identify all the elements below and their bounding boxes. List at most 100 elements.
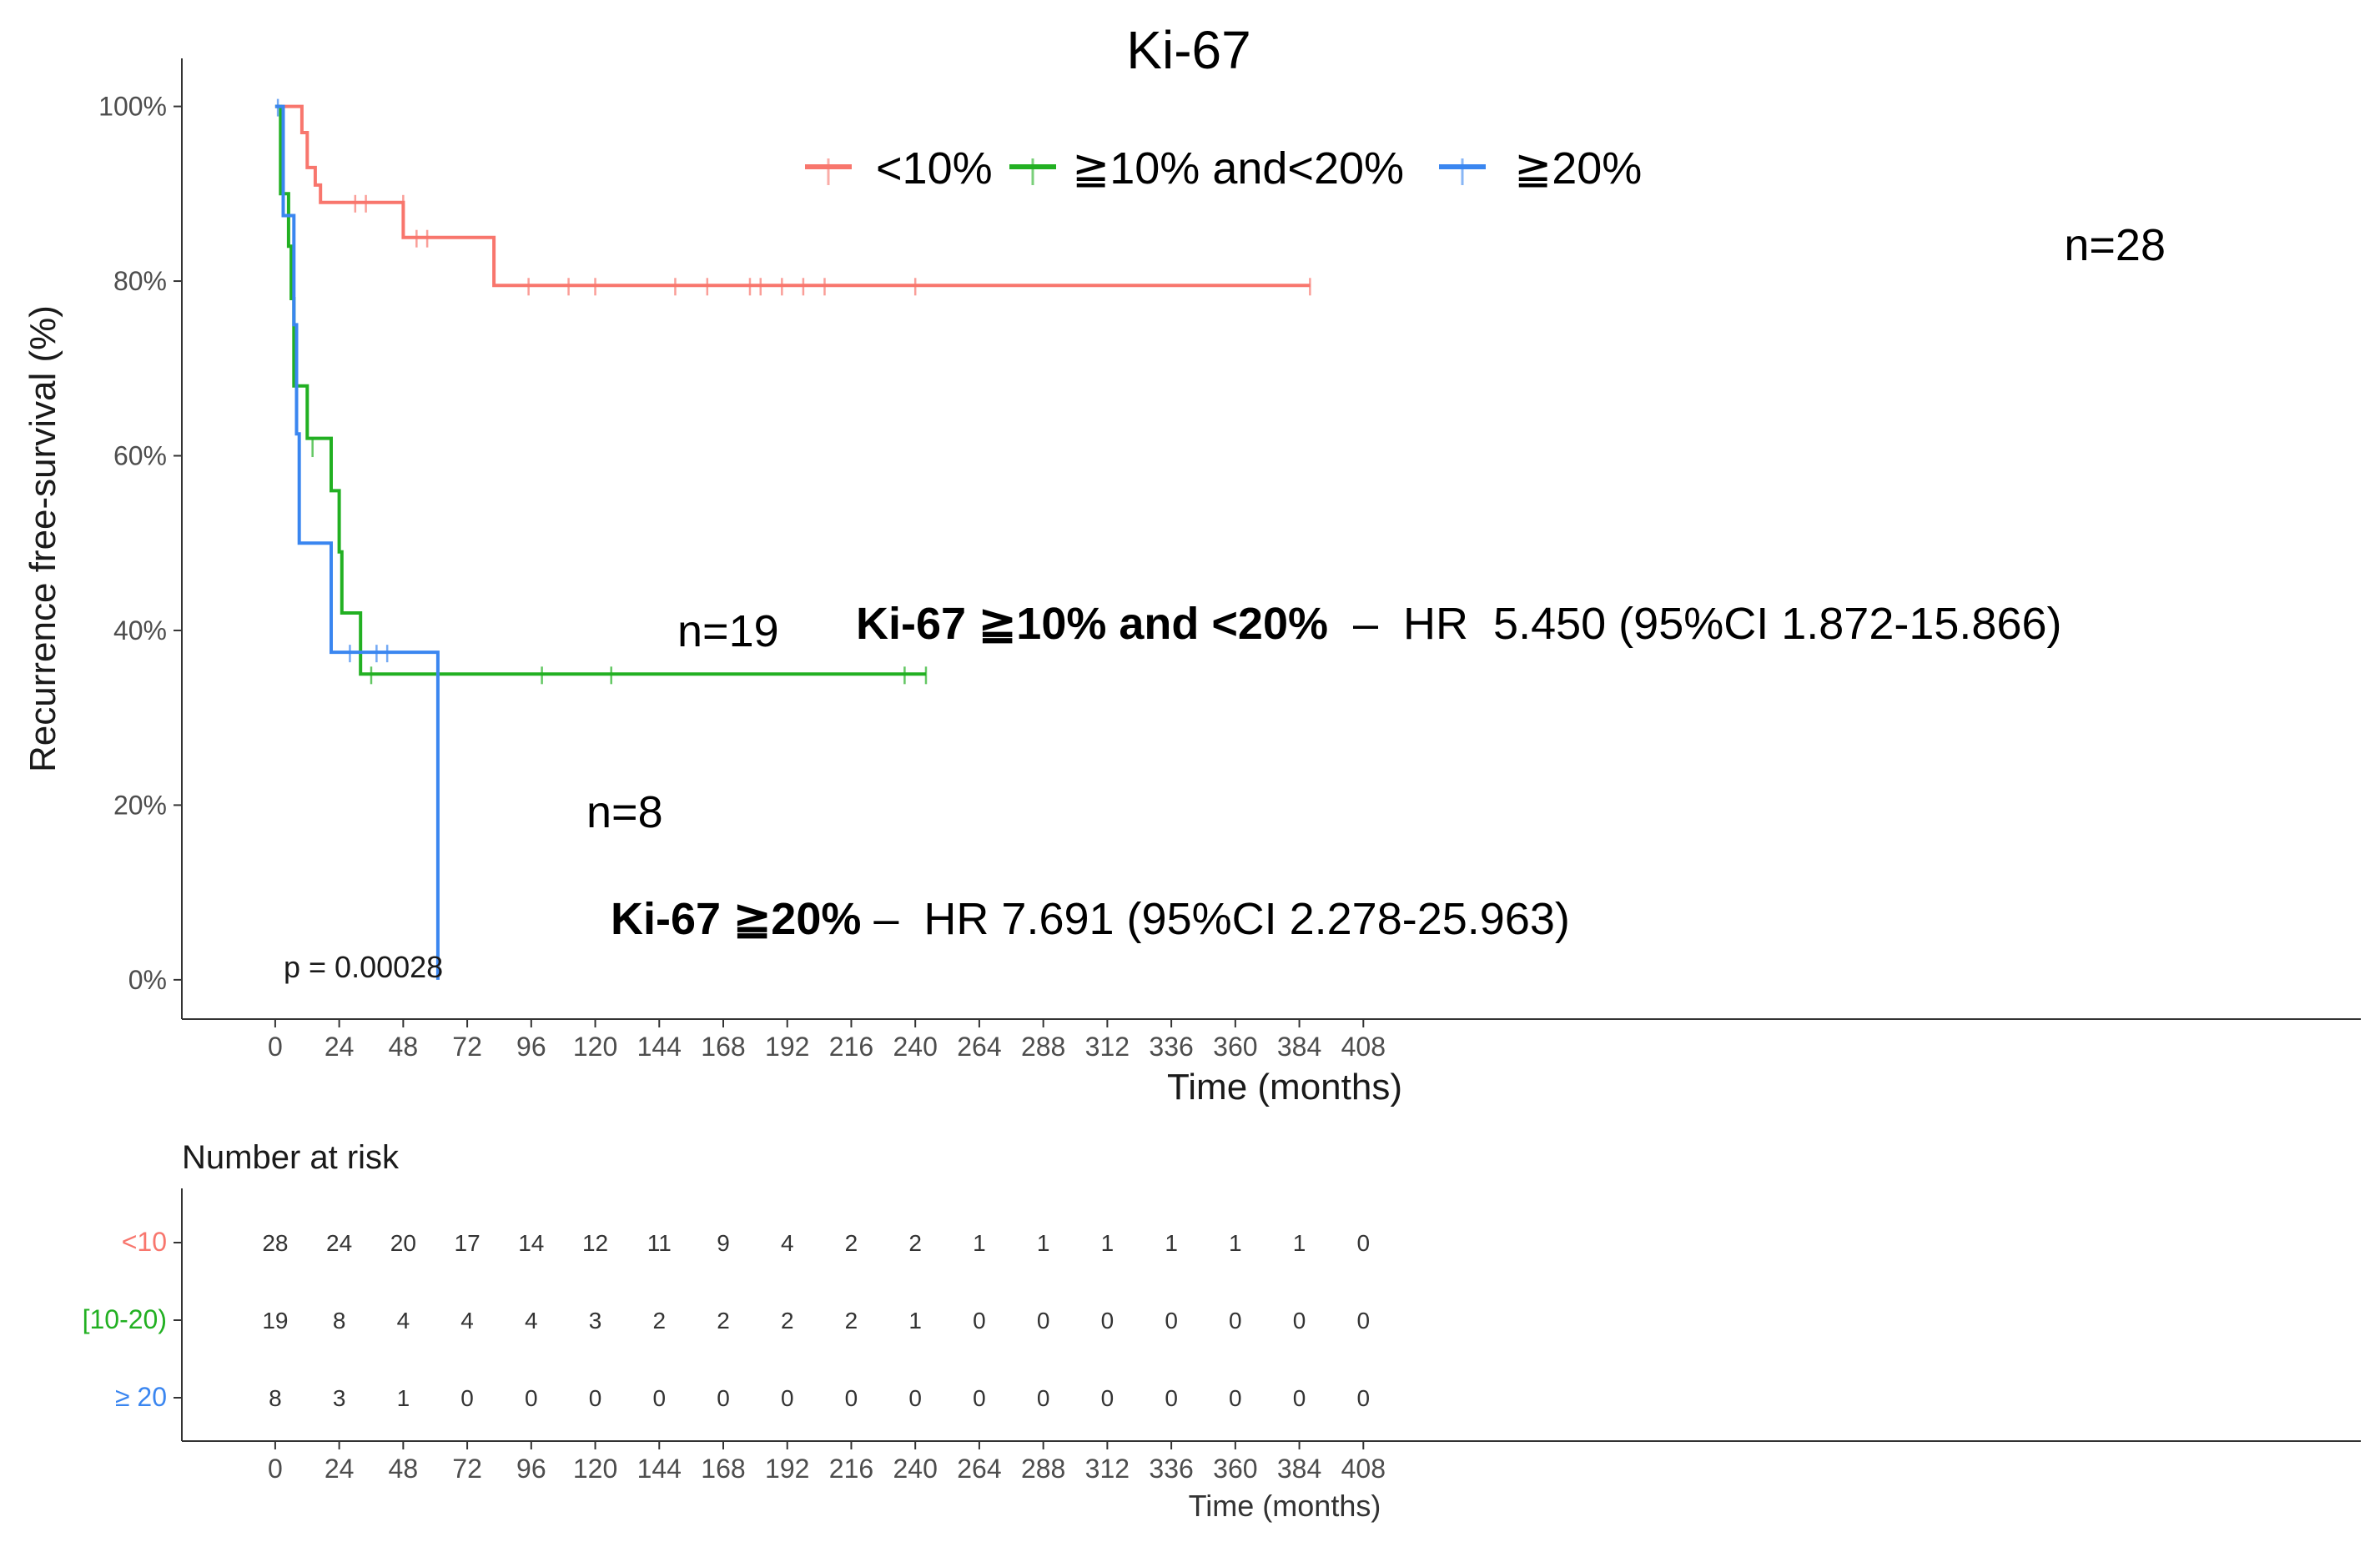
risk-cell: 0 (1229, 1385, 1242, 1411)
x-tick-label: 264 (957, 1032, 1001, 1062)
risk-cell: 19 (262, 1308, 288, 1334)
risk-cell: 1 (973, 1230, 986, 1256)
risk-cell: 0 (652, 1385, 666, 1411)
n-label-low: n=28 (2064, 220, 2166, 270)
hr-high-bold: Ki-67 ≧20% (611, 894, 861, 944)
legend-label: ≧20% (1514, 143, 1642, 193)
risk-x-tick-label: 0 (268, 1454, 283, 1484)
risk-x-tick-label: 360 (1213, 1454, 1257, 1484)
risk-cell: 0 (1293, 1385, 1306, 1411)
risk-cell: 0 (1357, 1385, 1371, 1411)
y-tick-label: 80% (113, 266, 167, 296)
legend-label: ≧10% and<20% (1072, 143, 1404, 193)
risk-cell: 2 (717, 1308, 730, 1334)
risk-cell: 0 (973, 1308, 986, 1334)
chart-title: Ki-67 (1126, 20, 1250, 80)
risk-cell: 12 (582, 1230, 608, 1256)
survival-curve-2 (274, 104, 440, 980)
risk-cell: 4 (460, 1308, 474, 1334)
risk-cell: 0 (845, 1385, 858, 1411)
risk-x-tick-label: 288 (1021, 1454, 1065, 1484)
risk-row-label: <10 (122, 1227, 167, 1257)
survival-plot-panel: Ki-67 <10% ≧10% and<20% ≧20% 0% 20% 40% 60% 80… (23, 20, 2361, 1108)
survival-curve-0 (274, 104, 1311, 288)
risk-cell: 28 (262, 1230, 288, 1256)
risk-x-tick-label: 240 (893, 1454, 937, 1484)
risk-cell: 9 (717, 1230, 730, 1256)
hr-annotation-high: Ki-67 ≧20% – HR 7.691 (95%CI 2.278-25.96… (611, 894, 1570, 944)
risk-x-axis-label: Time (months) (1189, 1489, 1381, 1523)
risk-x-tick-label: 120 (573, 1454, 617, 1484)
risk-x-tick-label: 408 (1341, 1454, 1386, 1484)
risk-x-tick-label: 144 (637, 1454, 682, 1484)
x-tick-label: 0 (268, 1032, 283, 1062)
x-tick-label: 72 (452, 1032, 482, 1062)
x-tick-label: 48 (389, 1032, 419, 1062)
risk-cell: 0 (1101, 1308, 1115, 1334)
y-tick-label: 100% (98, 92, 167, 122)
n-label-mid: n=19 (677, 606, 779, 656)
risk-cell: 0 (973, 1385, 986, 1411)
hr-mid-text: – HR 5.450 (95%CI 1.872-15.866) (1328, 599, 2062, 649)
survival-curve-1 (274, 104, 926, 676)
risk-cell: 2 (781, 1308, 794, 1334)
x-tick-label: 360 (1213, 1032, 1257, 1062)
risk-table-title: Number at risk (182, 1139, 400, 1176)
risk-cell: 20 (390, 1230, 416, 1256)
risk-table-panel: Number at risk <10 28 24 20 17 14 12 11 9 4 2 2 1 1 1 1… (83, 1139, 2361, 1523)
y-tick-label: 40% (113, 615, 167, 645)
risk-cell: 11 (647, 1230, 672, 1256)
risk-x-axis-ticks: 0 24 48 72 96 120 144 168 192 216 240 264 288 312 336 3… (268, 1441, 1386, 1484)
risk-row-label: ≥ 20 (115, 1382, 167, 1412)
risk-cell: 4 (397, 1308, 410, 1334)
risk-cell: 8 (333, 1308, 346, 1334)
risk-cell: 1 (1165, 1230, 1178, 1256)
risk-x-tick-label: 24 (325, 1454, 355, 1484)
x-tick-label: 144 (637, 1032, 682, 1062)
risk-table-rows: <10 28 24 20 17 14 12 11 9 4 2 2 1 1 1 1 1 1 0[10-20) 19 8 4 4… (83, 1227, 1370, 1412)
hr-mid-bold: Ki-67 ≧10% and <20% (856, 599, 1328, 649)
legend-label: <10% (876, 143, 993, 193)
risk-cell: 3 (333, 1385, 346, 1411)
risk-cell: 0 (1101, 1385, 1115, 1411)
risk-cell: 0 (781, 1385, 794, 1411)
risk-x-tick-label: 336 (1149, 1454, 1193, 1484)
risk-cell: 8 (269, 1385, 282, 1411)
n-label-high: n=8 (586, 787, 663, 837)
risk-cell: 0 (460, 1385, 474, 1411)
risk-cell: 2 (908, 1230, 922, 1256)
x-tick-label: 24 (325, 1032, 355, 1062)
risk-x-tick-label: 72 (452, 1454, 482, 1484)
risk-cell: 4 (525, 1308, 538, 1334)
risk-x-tick-label: 216 (829, 1454, 873, 1484)
risk-cell: 1 (1101, 1230, 1115, 1256)
risk-cell: 2 (845, 1230, 858, 1256)
risk-row-label: [10-20) (83, 1304, 167, 1334)
risk-cell: 0 (1357, 1230, 1371, 1256)
risk-cell: 24 (326, 1230, 352, 1256)
risk-cell: 1 (1037, 1230, 1050, 1256)
x-tick-label: 216 (829, 1032, 873, 1062)
risk-cell: 1 (1293, 1230, 1306, 1256)
x-tick-label: 312 (1085, 1032, 1130, 1062)
risk-cell: 1 (397, 1385, 410, 1411)
risk-cell: 0 (1037, 1385, 1050, 1411)
risk-cell: 0 (525, 1385, 538, 1411)
risk-cell: 0 (1293, 1308, 1306, 1334)
x-tick-label: 96 (516, 1032, 546, 1062)
risk-x-tick-label: 192 (765, 1454, 809, 1484)
risk-cell: 17 (455, 1230, 481, 1256)
risk-x-tick-label: 384 (1277, 1454, 1321, 1484)
risk-cell: 0 (1357, 1308, 1371, 1334)
y-tick-label: 0% (128, 965, 167, 995)
hr-high-text: – HR 7.691 (95%CI 2.278-25.963) (861, 894, 1570, 944)
risk-x-tick-label: 48 (389, 1454, 419, 1484)
legend: <10% ≧10% and<20% ≧20% (805, 143, 1642, 193)
risk-cell: 0 (1165, 1385, 1178, 1411)
x-tick-label: 192 (765, 1032, 809, 1062)
risk-cell: 2 (652, 1308, 666, 1334)
risk-cell: 1 (908, 1308, 922, 1334)
y-tick-label: 60% (113, 441, 167, 471)
hr-annotation-mid: Ki-67 ≧10% and <20% – HR 5.450 (95%CI 1.… (856, 599, 2062, 649)
